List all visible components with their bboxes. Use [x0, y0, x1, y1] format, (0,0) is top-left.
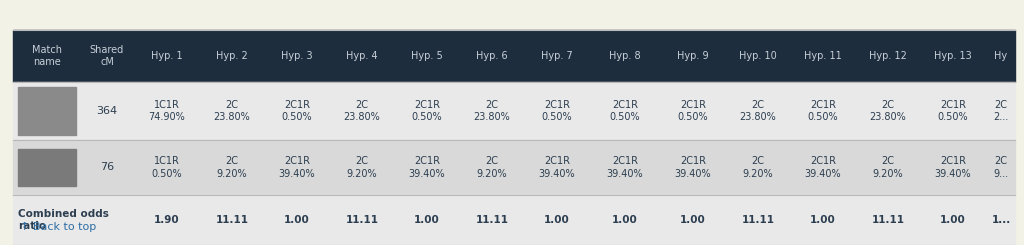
Text: 2C
23.80%: 2C 23.80%	[869, 100, 906, 122]
Bar	[13, 140, 1015, 195]
Text: 1.00: 1.00	[544, 215, 570, 225]
Text: Hyp. 4: Hyp. 4	[346, 51, 378, 61]
Text: 1.00: 1.00	[612, 215, 638, 225]
Text: 1C1R
0.50%: 1C1R 0.50%	[152, 156, 182, 179]
Text: 2C1R
0.50%: 2C1R 0.50%	[678, 100, 709, 122]
Text: 2C
2...: 2C 2...	[993, 100, 1009, 122]
Text: 2C
9.20%: 2C 9.20%	[477, 156, 507, 179]
Text: ↑ Back to top: ↑ Back to top	[20, 222, 96, 232]
Text: Hyp. 6: Hyp. 6	[476, 51, 508, 61]
Text: 2C1R
0.50%: 2C1R 0.50%	[938, 100, 969, 122]
Text: 1.00: 1.00	[940, 215, 966, 225]
Text: 2C1R
0.50%: 2C1R 0.50%	[282, 100, 312, 122]
Text: 2C
23.80%: 2C 23.80%	[214, 100, 251, 122]
Text: Match
name: Match name	[32, 45, 62, 67]
Bar	[18, 87, 76, 135]
Text: 1...: 1...	[991, 215, 1011, 225]
Text: 2C
9.20%: 2C 9.20%	[347, 156, 377, 179]
Text: Hyp. 11: Hyp. 11	[804, 51, 842, 61]
Text: 2C
23.80%: 2C 23.80%	[474, 100, 510, 122]
Text: 2C1R
39.40%: 2C1R 39.40%	[409, 156, 445, 179]
Text: Hyp. 7: Hyp. 7	[541, 51, 572, 61]
Text: Hyp. 10: Hyp. 10	[739, 51, 777, 61]
Text: 2C1R
39.40%: 2C1R 39.40%	[675, 156, 712, 179]
Text: 1.00: 1.00	[810, 215, 836, 225]
Text: Hyp. 9: Hyp. 9	[677, 51, 709, 61]
Text: 11.11: 11.11	[741, 215, 774, 225]
Text: 1.00: 1.00	[284, 215, 310, 225]
Text: 2C1R
0.50%: 2C1R 0.50%	[609, 100, 640, 122]
Bar	[13, 195, 1015, 245]
Text: 364: 364	[96, 106, 118, 116]
Text: 2C1R
39.40%: 2C1R 39.40%	[539, 156, 575, 179]
Text: 1.90: 1.90	[155, 215, 180, 225]
Text: 2C
9.20%: 2C 9.20%	[872, 156, 903, 179]
Text: Hyp. 8: Hyp. 8	[609, 51, 641, 61]
Text: 2C
9.20%: 2C 9.20%	[217, 156, 248, 179]
Text: 2C1R
39.40%: 2C1R 39.40%	[935, 156, 972, 179]
Text: 11.11: 11.11	[871, 215, 904, 225]
Text: 1C1R
74.90%: 1C1R 74.90%	[148, 100, 185, 122]
Text: Hyp. 1: Hyp. 1	[152, 51, 183, 61]
Text: 2C1R
39.40%: 2C1R 39.40%	[805, 156, 842, 179]
Bar	[13, 82, 1015, 140]
Text: 1.00: 1.00	[414, 215, 440, 225]
Text: Hyp. 3: Hyp. 3	[282, 51, 312, 61]
Text: 2C
9...: 2C 9...	[993, 156, 1009, 179]
Text: 1.00: 1.00	[680, 215, 706, 225]
Text: 2C
23.80%: 2C 23.80%	[739, 100, 776, 122]
Text: 2C
9.20%: 2C 9.20%	[742, 156, 773, 179]
Text: 11.11: 11.11	[215, 215, 249, 225]
Text: 2C
23.80%: 2C 23.80%	[344, 100, 380, 122]
Text: 2C1R
0.50%: 2C1R 0.50%	[542, 100, 572, 122]
Bar	[18, 149, 76, 186]
Text: Combined odds
ratio: Combined odds ratio	[18, 209, 109, 231]
Text: 11.11: 11.11	[475, 215, 509, 225]
Bar	[13, 30, 1015, 82]
Text: Hy: Hy	[994, 51, 1008, 61]
Text: 76: 76	[100, 162, 114, 172]
Text: 2C1R
0.50%: 2C1R 0.50%	[412, 100, 442, 122]
Text: Hyp. 2: Hyp. 2	[216, 51, 248, 61]
Text: Hyp. 12: Hyp. 12	[869, 51, 907, 61]
Text: Hyp. 13: Hyp. 13	[934, 51, 972, 61]
Text: 2C1R
39.40%: 2C1R 39.40%	[279, 156, 315, 179]
Text: Hyp. 5: Hyp. 5	[411, 51, 442, 61]
Text: 2C1R
0.50%: 2C1R 0.50%	[808, 100, 839, 122]
Text: Shared
cM: Shared cM	[90, 45, 124, 67]
Text: 11.11: 11.11	[345, 215, 379, 225]
Text: 2C1R
39.40%: 2C1R 39.40%	[606, 156, 643, 179]
